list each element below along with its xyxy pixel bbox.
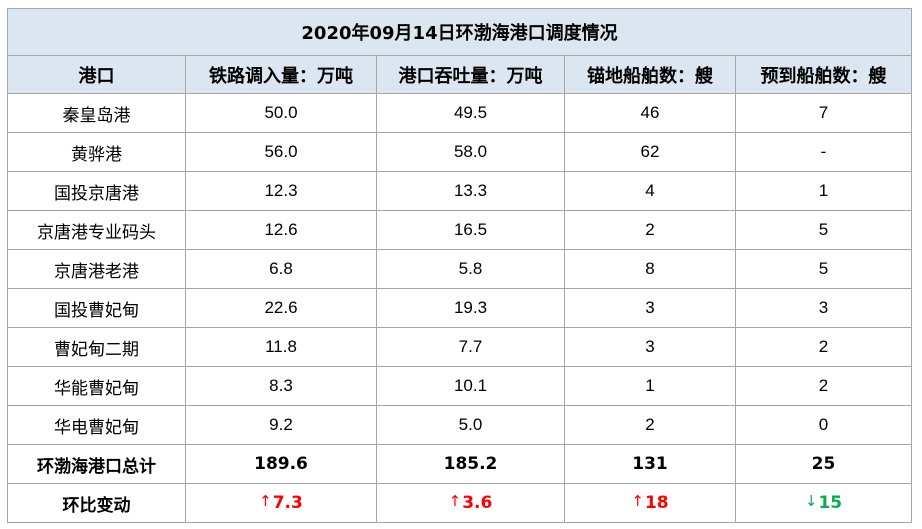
change-value: 3.6 xyxy=(462,493,493,513)
header-row: 港口 铁路调入量：万吨 港口吞吐量：万吨 锚地船舶数：艘 预到船舶数：艘 xyxy=(7,55,913,94)
expected-cell: 2 xyxy=(734,366,913,406)
change-row: 环比变动 ↑7.3 ↑3.6 ↑18 ↓15 xyxy=(7,483,913,523)
report-container: 2020年09月14日环渤海港口调度情况 港口 铁路调入量：万吨 港口吞吐量：万… xyxy=(6,8,913,523)
anchored-cell: 4 xyxy=(564,171,736,211)
table-row: 京唐港老港 6.8 5.8 8 5 xyxy=(7,249,913,289)
total-row: 环渤海港口总计 189.6 185.2 131 25 xyxy=(7,444,913,484)
port-dispatch-table: 2020年09月14日环渤海港口调度情况 港口 铁路调入量：万吨 港口吞吐量：万… xyxy=(6,8,913,523)
port-name: 华电曹妃甸 xyxy=(7,405,186,445)
rail-in-cell: 22.6 xyxy=(185,288,377,328)
table-row: 曹妃甸二期 11.8 7.7 3 2 xyxy=(7,327,913,367)
expected-cell: 0 xyxy=(734,405,913,445)
rail-in-cell: 8.3 xyxy=(185,366,377,406)
throughput-cell: 16.5 xyxy=(376,210,565,250)
expected-cell: - xyxy=(734,132,913,172)
expected-cell: 5 xyxy=(734,210,913,250)
column-header-port: 港口 xyxy=(7,55,186,94)
anchored-cell: 8 xyxy=(564,249,736,289)
change-value: 7.3 xyxy=(272,493,303,513)
table-row: 国投京唐港 12.3 13.3 4 1 xyxy=(7,171,913,211)
title-row: 2020年09月14日环渤海港口调度情况 xyxy=(6,8,913,56)
expected-cell: 7 xyxy=(734,93,913,133)
table-row: 京唐港专业码头 12.6 16.5 2 5 xyxy=(7,210,913,250)
arrow-up-icon: ↑ xyxy=(631,492,644,510)
arrow-up-icon: ↑ xyxy=(259,492,272,510)
port-name: 国投曹妃甸 xyxy=(7,288,186,328)
throughput-cell: 58.0 xyxy=(376,132,565,172)
port-name: 京唐港老港 xyxy=(7,249,186,289)
rail-in-cell: 50.0 xyxy=(185,93,377,133)
change-rail-in: ↑7.3 xyxy=(185,483,377,523)
anchored-cell: 3 xyxy=(564,288,736,328)
throughput-cell: 7.7 xyxy=(376,327,565,367)
table-row: 黄骅港 56.0 58.0 62 - xyxy=(7,132,913,172)
arrow-down-icon: ↓ xyxy=(804,492,818,510)
anchored-cell: 1 xyxy=(564,366,736,406)
change-label: 环比变动 xyxy=(7,483,186,523)
throughput-cell: 10.1 xyxy=(376,366,565,406)
anchored-cell: 62 xyxy=(564,132,736,172)
change-throughput: ↑3.6 xyxy=(376,483,565,523)
change-anchored: ↑18 xyxy=(564,483,736,523)
anchored-cell: 2 xyxy=(564,210,736,250)
total-label: 环渤海港口总计 xyxy=(7,444,186,484)
table-row: 华电曹妃甸 9.2 5.0 2 0 xyxy=(7,405,913,445)
total-expected: 25 xyxy=(734,444,913,484)
throughput-cell: 5.0 xyxy=(376,405,565,445)
table-row: 华能曹妃甸 8.3 10.1 1 2 xyxy=(7,366,913,406)
throughput-cell: 49.5 xyxy=(376,93,565,133)
throughput-cell: 5.8 xyxy=(376,249,565,289)
anchored-cell: 46 xyxy=(564,93,736,133)
throughput-cell: 19.3 xyxy=(376,288,565,328)
anchored-cell: 3 xyxy=(564,327,736,367)
rail-in-cell: 12.3 xyxy=(185,171,377,211)
port-name: 国投京唐港 xyxy=(7,171,186,211)
table-title: 2020年09月14日环渤海港口调度情况 xyxy=(6,8,913,56)
table-body: 2020年09月14日环渤海港口调度情况 港口 铁路调入量：万吨 港口吞吐量：万… xyxy=(6,8,913,523)
port-name: 秦皇岛港 xyxy=(7,93,186,133)
rail-in-cell: 6.8 xyxy=(185,249,377,289)
rail-in-cell: 12.6 xyxy=(185,210,377,250)
total-rail-in: 189.6 xyxy=(185,444,377,484)
change-value: 15 xyxy=(818,493,843,513)
column-header-anchored: 锚地船舶数：艘 xyxy=(564,55,736,94)
total-throughput: 185.2 xyxy=(376,444,565,484)
port-name: 曹妃甸二期 xyxy=(7,327,186,367)
column-header-expected: 预到船舶数：艘 xyxy=(734,55,913,94)
change-expected: ↓15 xyxy=(734,483,913,523)
rail-in-cell: 9.2 xyxy=(185,405,377,445)
column-header-throughput: 港口吞吐量：万吨 xyxy=(376,55,565,94)
change-value: 18 xyxy=(644,493,669,513)
rail-in-cell: 56.0 xyxy=(185,132,377,172)
expected-cell: 1 xyxy=(734,171,913,211)
expected-cell: 3 xyxy=(734,288,913,328)
port-name: 京唐港专业码头 xyxy=(7,210,186,250)
port-name: 黄骅港 xyxy=(7,132,186,172)
table-row: 秦皇岛港 50.0 49.5 46 7 xyxy=(7,93,913,133)
anchored-cell: 2 xyxy=(564,405,736,445)
throughput-cell: 13.3 xyxy=(376,171,565,211)
total-anchored: 131 xyxy=(564,444,736,484)
port-name: 华能曹妃甸 xyxy=(7,366,186,406)
column-header-rail-in: 铁路调入量：万吨 xyxy=(185,55,377,94)
expected-cell: 2 xyxy=(734,327,913,367)
expected-cell: 5 xyxy=(734,249,913,289)
arrow-up-icon: ↑ xyxy=(448,492,462,510)
rail-in-cell: 11.8 xyxy=(185,327,377,367)
table-row: 国投曹妃甸 22.6 19.3 3 3 xyxy=(7,288,913,328)
